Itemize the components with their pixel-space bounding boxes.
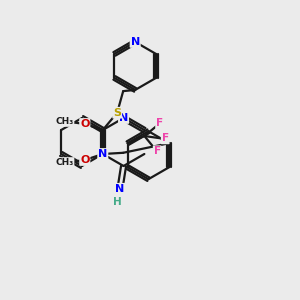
Text: H: H: [113, 197, 122, 207]
Text: F: F: [154, 146, 161, 156]
Text: N: N: [119, 113, 128, 123]
Text: N: N: [115, 184, 124, 194]
Text: CH₃: CH₃: [56, 117, 74, 126]
Text: F: F: [156, 118, 163, 128]
Text: CH₃: CH₃: [56, 158, 74, 167]
Text: O: O: [80, 119, 89, 129]
Text: N: N: [130, 37, 140, 47]
Text: O: O: [80, 155, 89, 165]
Text: N: N: [98, 149, 107, 159]
Text: F: F: [162, 134, 169, 143]
Text: S: S: [113, 108, 121, 118]
